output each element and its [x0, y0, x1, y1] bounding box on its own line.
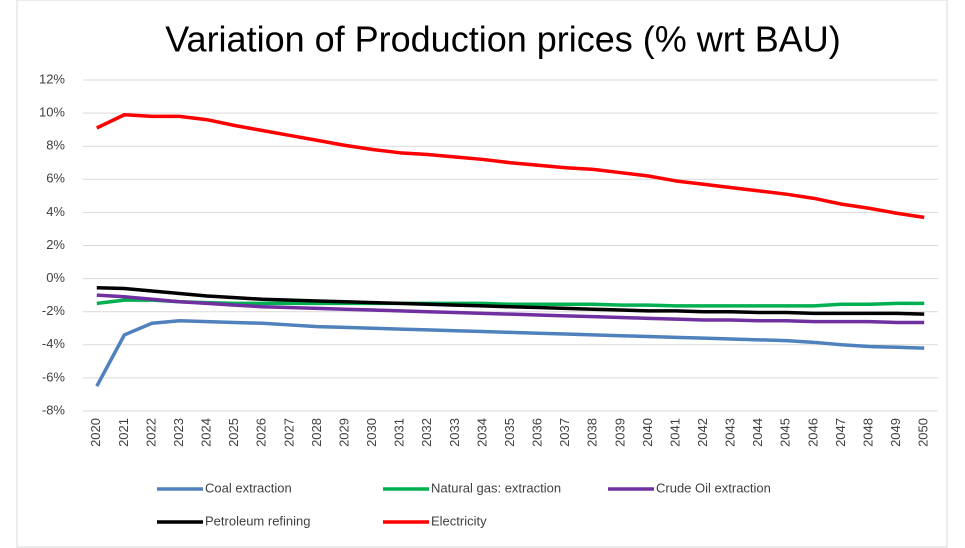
- x-tick-label: 2039: [612, 418, 627, 447]
- x-tick-label: 2028: [309, 418, 324, 447]
- x-tick-label: 2046: [805, 418, 820, 447]
- x-tick-label: 2025: [226, 418, 241, 447]
- x-tick-label: 2020: [88, 418, 103, 447]
- x-tick-label: 2036: [530, 418, 545, 447]
- y-tick-label: -6%: [42, 369, 66, 384]
- series-line: [96, 293, 925, 325]
- legend-label: Petroleum refining: [205, 513, 311, 528]
- series-line: [96, 285, 925, 316]
- legend-label: Natural gas: extraction: [431, 480, 561, 495]
- series-line: [95, 319, 925, 388]
- x-tick-label: 2027: [281, 418, 296, 447]
- y-tick-label: 10%: [39, 105, 65, 120]
- x-tick-label: 2037: [557, 418, 572, 447]
- x-tick-label: 2044: [750, 418, 765, 447]
- chart-border: [16, 0, 948, 548]
- legend-label: Crude Oil extraction: [656, 480, 771, 495]
- x-tick-label: 2033: [447, 418, 462, 447]
- y-tick-label: -8%: [42, 402, 66, 417]
- x-tick-label: 2050: [916, 418, 931, 447]
- x-tick-label: 2048: [860, 418, 875, 447]
- x-tick-label: 2021: [116, 418, 131, 447]
- x-tick-label: 2023: [171, 418, 186, 447]
- y-tick-label: 2%: [46, 237, 65, 252]
- x-tick-label: 2031: [392, 418, 407, 447]
- legend-label: Coal extraction: [205, 480, 292, 495]
- x-tick-label: 2043: [723, 418, 738, 447]
- x-tick-label: 2029: [336, 418, 351, 447]
- x-tick-label: 2035: [502, 418, 517, 447]
- x-tick-label: 2022: [143, 418, 158, 447]
- x-tick-label: 2030: [364, 418, 379, 447]
- y-tick-label: -4%: [42, 336, 66, 351]
- series-line: [96, 113, 925, 220]
- y-tick-label: 12%: [39, 71, 65, 86]
- x-tick-label: 2038: [585, 418, 600, 447]
- x-tick-label: 2026: [254, 418, 269, 447]
- x-tick-label: 2024: [199, 418, 214, 447]
- y-tick-label: 6%: [46, 171, 65, 186]
- x-tick-label: 2034: [474, 418, 489, 447]
- y-tick-label: -2%: [42, 303, 66, 318]
- y-tick-label: 8%: [46, 138, 65, 153]
- x-tick-label: 2041: [667, 418, 682, 447]
- x-tick-label: 2040: [640, 418, 655, 447]
- x-tick-label: 2045: [778, 418, 793, 447]
- legend-label: Electricity: [431, 513, 487, 528]
- chart-title: Variation of Production prices (% wrt BA…: [165, 19, 841, 60]
- x-tick-label: 2042: [695, 418, 710, 447]
- x-tick-label: 2049: [888, 418, 903, 447]
- x-tick-label: 2047: [833, 418, 848, 447]
- x-tick-label: 2032: [419, 418, 434, 447]
- y-tick-label: 4%: [46, 204, 65, 219]
- y-tick-label: 0%: [46, 270, 65, 285]
